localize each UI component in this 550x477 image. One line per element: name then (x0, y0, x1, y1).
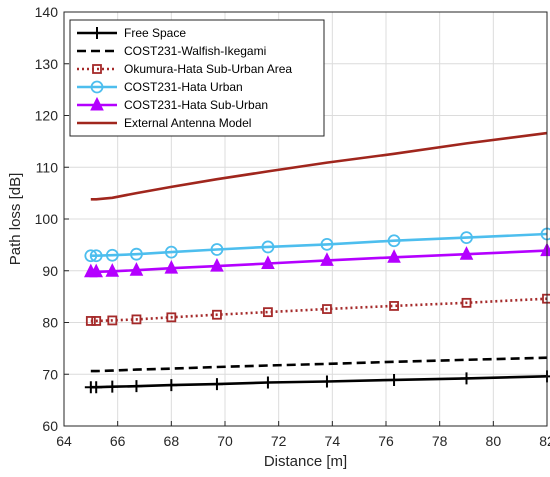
data-point (131, 314, 142, 325)
data-point (91, 316, 102, 326)
data-point (105, 248, 119, 262)
x-tick-label: 66 (110, 433, 126, 449)
series-line (90, 356, 548, 373)
data-point (130, 380, 143, 393)
data-point (261, 240, 275, 254)
data-point (389, 301, 399, 311)
legend-item: External Antenna Model (77, 116, 251, 130)
data-point (105, 263, 120, 277)
y-tick-label: 80 (42, 315, 58, 331)
data-point (320, 252, 334, 266)
legend-item: COST231-Hata Urban (77, 80, 243, 94)
y-tick-label: 140 (35, 4, 59, 20)
x-tick-label: 74 (325, 433, 341, 449)
axis-ticks: 64 66 68 70 72 74 76 78 80 82 60 70 80 90 100 110 120 130… (35, 4, 550, 449)
data-point (89, 263, 104, 278)
series-line (84, 242, 550, 278)
x-tick-label: 80 (486, 433, 502, 449)
data-point (164, 245, 178, 259)
x-tick-label: 78 (432, 433, 448, 449)
x-tick-label: 68 (164, 433, 180, 449)
legend-label: Free Space (124, 26, 186, 40)
data-point (459, 246, 474, 260)
series-layer (84, 131, 550, 394)
data-point (460, 231, 473, 245)
x-tick-label: 70 (217, 433, 233, 449)
data-point (210, 243, 224, 256)
data-point (387, 234, 401, 248)
data-point (263, 307, 273, 318)
x-tick-label: 72 (271, 433, 287, 449)
x-tick-label: 76 (378, 433, 394, 449)
data-point (90, 381, 103, 394)
y-tick-label: 120 (35, 108, 59, 124)
legend-box (69, 19, 325, 137)
data-point (210, 257, 224, 272)
data-point (320, 237, 334, 251)
data-point (261, 255, 275, 270)
data-point (388, 373, 401, 386)
data-point (387, 249, 401, 263)
series-path (90, 297, 548, 323)
y-tick-label: 110 (36, 159, 59, 175)
data-point (92, 64, 102, 74)
y-axis-label: Path loss [dB] (7, 173, 24, 266)
x-tick-label: 82 (539, 433, 550, 449)
legend-label: COST231-Hata Urban (124, 80, 243, 94)
data-point (210, 378, 223, 391)
data-point (322, 304, 332, 314)
y-tick-label: 70 (42, 366, 58, 382)
data-point (320, 375, 333, 388)
series-line (84, 370, 550, 394)
data-point (129, 262, 144, 276)
y-tick-label: 130 (35, 56, 59, 72)
legend-item: Free Space (77, 26, 186, 40)
data-point (90, 80, 104, 94)
legend-label: Okumura-Hata Sub-Urban Area (124, 62, 292, 76)
legend-item: Okumura-Hata Sub-Urban Area (77, 62, 292, 76)
data-point (106, 380, 119, 393)
legend-item: COST231-Walfish-Ikegami (77, 44, 266, 58)
data-point (212, 309, 222, 320)
data-point (85, 316, 96, 326)
data-point (461, 297, 472, 308)
x-axis-label: Distance [m] (264, 453, 347, 470)
legend-label: External Antenna Model (124, 116, 251, 130)
data-point (107, 315, 118, 326)
legend-label: COST231-Walfish-Ikegami (124, 44, 266, 58)
data-point (89, 249, 103, 263)
legend-item: COST231-Hata Sub-Urban (77, 96, 268, 112)
series-line (84, 227, 550, 263)
data-point (261, 376, 274, 389)
x-tick-label: 64 (56, 433, 72, 449)
series-path (90, 356, 548, 373)
y-tick-label: 60 (42, 418, 58, 434)
series-line (90, 131, 548, 201)
data-point (165, 379, 178, 392)
legend: Free Space COST231-Walfish-Ikegami Okumura… (69, 19, 325, 137)
y-tick-label: 100 (35, 211, 59, 227)
data-point (130, 247, 143, 261)
data-point (460, 372, 473, 385)
data-point (84, 249, 98, 263)
y-tick-label: 90 (42, 263, 58, 279)
series-path (90, 131, 548, 201)
data-point (164, 260, 179, 274)
data-point (166, 312, 177, 323)
legend-label: COST231-Hata Sub-Urban (124, 98, 268, 112)
data-point (90, 96, 104, 111)
data-point (91, 27, 103, 39)
